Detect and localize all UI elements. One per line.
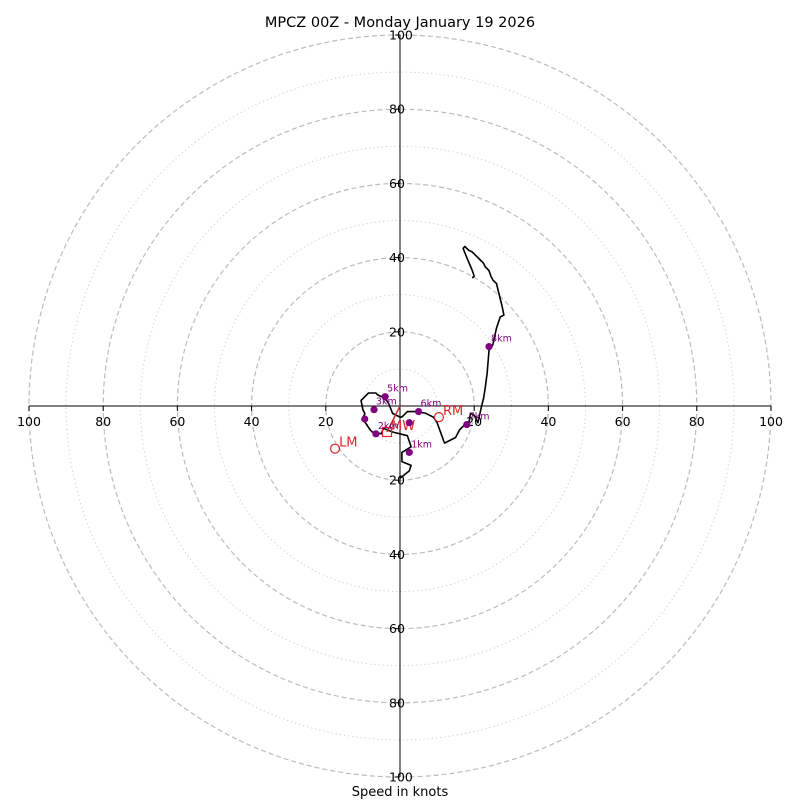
x-tick-label: 40 — [244, 414, 260, 429]
mean-wind-marker — [381, 426, 393, 438]
height-marker-label: 7km — [469, 412, 490, 423]
x-tick-label: 60 — [615, 414, 631, 429]
height-marker-label: 3km — [376, 397, 397, 408]
height-marker-label: 1km — [411, 439, 432, 450]
height-marker-dot — [405, 448, 413, 456]
height-marker-dot — [361, 415, 369, 423]
y-tick-label: 40 — [389, 250, 405, 265]
y-tick-label: 20 — [389, 473, 405, 488]
x-tick-label: 80 — [95, 414, 111, 429]
height-marker-dot — [463, 420, 471, 429]
x-tick-label: 20 — [318, 414, 334, 429]
x-tick-label: 100 — [17, 414, 41, 429]
x-axis-label: Speed in knots — [352, 785, 449, 800]
y-tick-label: 40 — [389, 547, 405, 562]
height-marker-dot — [381, 393, 389, 401]
wind-profile — [360, 245, 505, 479]
chart-title: MPCZ 00Z - Monday January 19 2026 — [265, 15, 535, 31]
y-tick-label: 60 — [389, 176, 405, 191]
y-tick-label: 20 — [389, 324, 405, 339]
height-marker-dot — [414, 407, 423, 416]
height-marker-dot — [372, 430, 380, 438]
height-marker-label: 2km — [378, 421, 399, 432]
height-marker-label: 8km — [491, 334, 512, 345]
height-marker-dot — [370, 406, 378, 414]
left-mover-marker — [329, 443, 341, 454]
y-tick-labels: 100 80 60 40 20 20 40 60 80 100 — [389, 28, 413, 785]
hodograph-trace — [360, 245, 505, 479]
height-marker-dot — [485, 343, 493, 351]
x-tick-label: 100 — [759, 414, 783, 429]
height-marker-label: 5km — [387, 384, 408, 395]
y-tick-label: 80 — [389, 102, 405, 117]
height-marker-dot — [405, 419, 413, 427]
x-tick-label: 40 — [540, 414, 556, 429]
x-tick-label: 60 — [169, 414, 185, 429]
y-tick-label: 80 — [389, 695, 405, 710]
y-tick-label: 100 — [389, 28, 413, 43]
right-mover-marker — [433, 412, 445, 423]
x-tick-labels: 100 80 60 40 20 20 40 60 80 100 — [17, 406, 783, 429]
height-marker-label: 6km — [421, 399, 442, 410]
y-tick-label: 100 — [389, 770, 413, 785]
x-tick-label: 80 — [689, 414, 705, 429]
y-tick-label: 60 — [389, 621, 405, 636]
height-markers: 1km 2km 3km 5km 6km 7km 8km — [361, 334, 512, 456]
right-mover-label: RM — [443, 404, 463, 419]
left-mover-label: LM — [339, 436, 357, 451]
